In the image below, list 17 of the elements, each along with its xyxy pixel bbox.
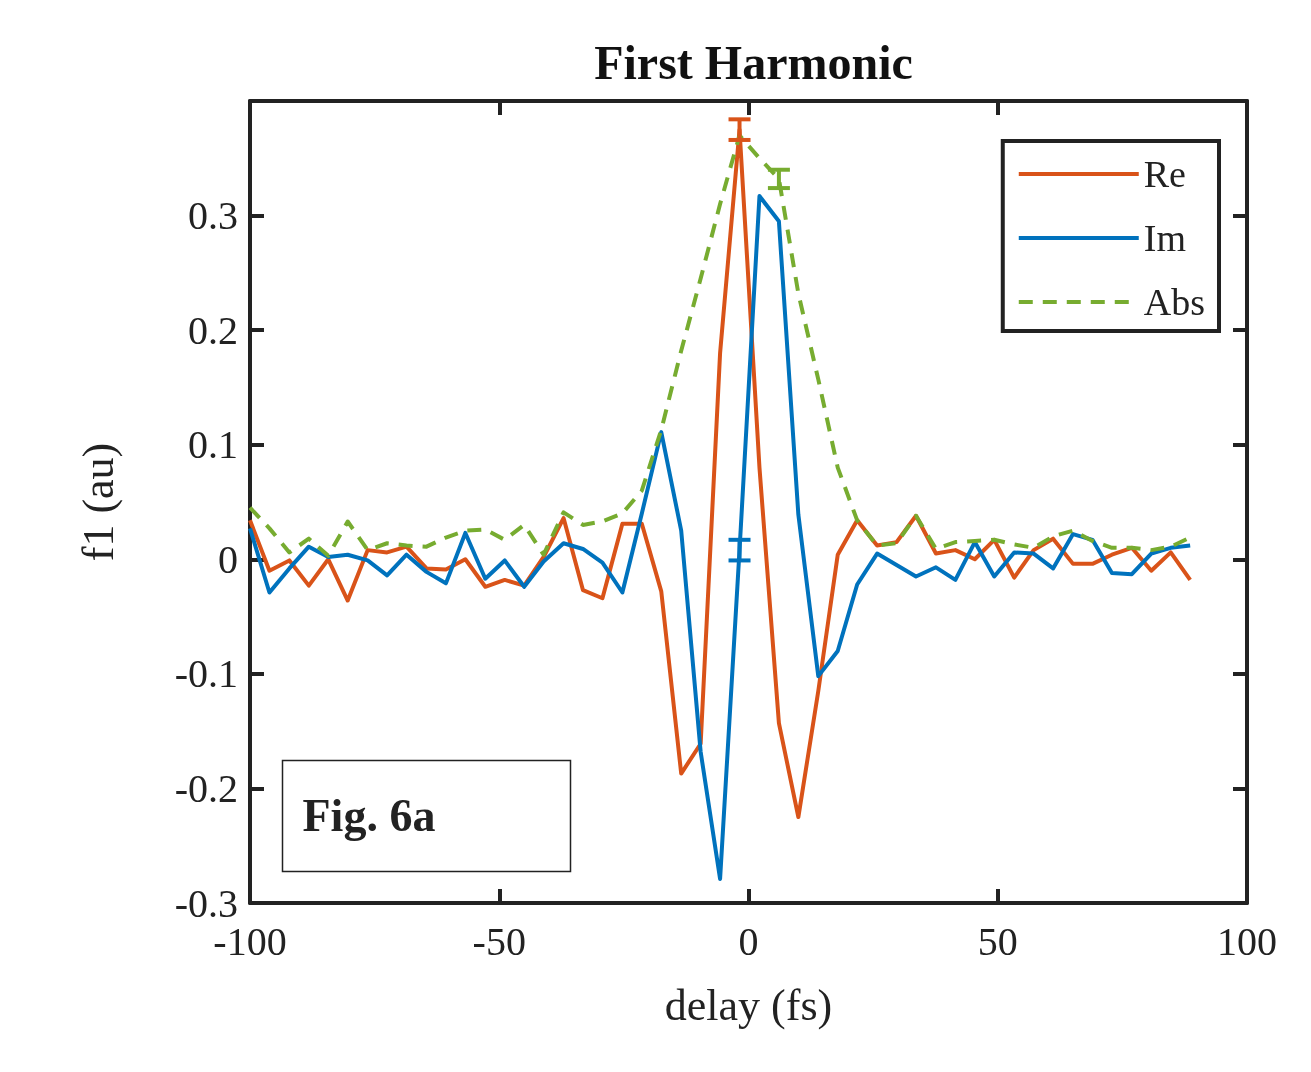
x-tick-label: 100 <box>1217 918 1277 964</box>
y-axis-title: f1 (au) <box>73 442 123 562</box>
chart-title: First Harmonic <box>594 35 913 89</box>
legend-label: Im <box>1143 217 1186 259</box>
x-tick-label: 50 <box>977 918 1018 964</box>
legend-label: Abs <box>1143 281 1205 323</box>
y-tick-label: 0 <box>218 536 238 582</box>
y-tick-label: 0.2 <box>188 307 238 353</box>
x-axis-title: delay (fs) <box>664 980 833 1030</box>
y-tick-label: 0.1 <box>188 422 238 468</box>
y-tick-label: -0.2 <box>174 765 238 811</box>
x-tick-label: 0 <box>738 918 759 964</box>
y-tick-label: -0.1 <box>174 651 238 697</box>
y-tick-label: 0.3 <box>188 193 238 239</box>
annotation: Fig. 6a <box>302 790 436 841</box>
legend-label: Re <box>1143 153 1186 195</box>
x-tick-label: -50 <box>472 918 526 964</box>
